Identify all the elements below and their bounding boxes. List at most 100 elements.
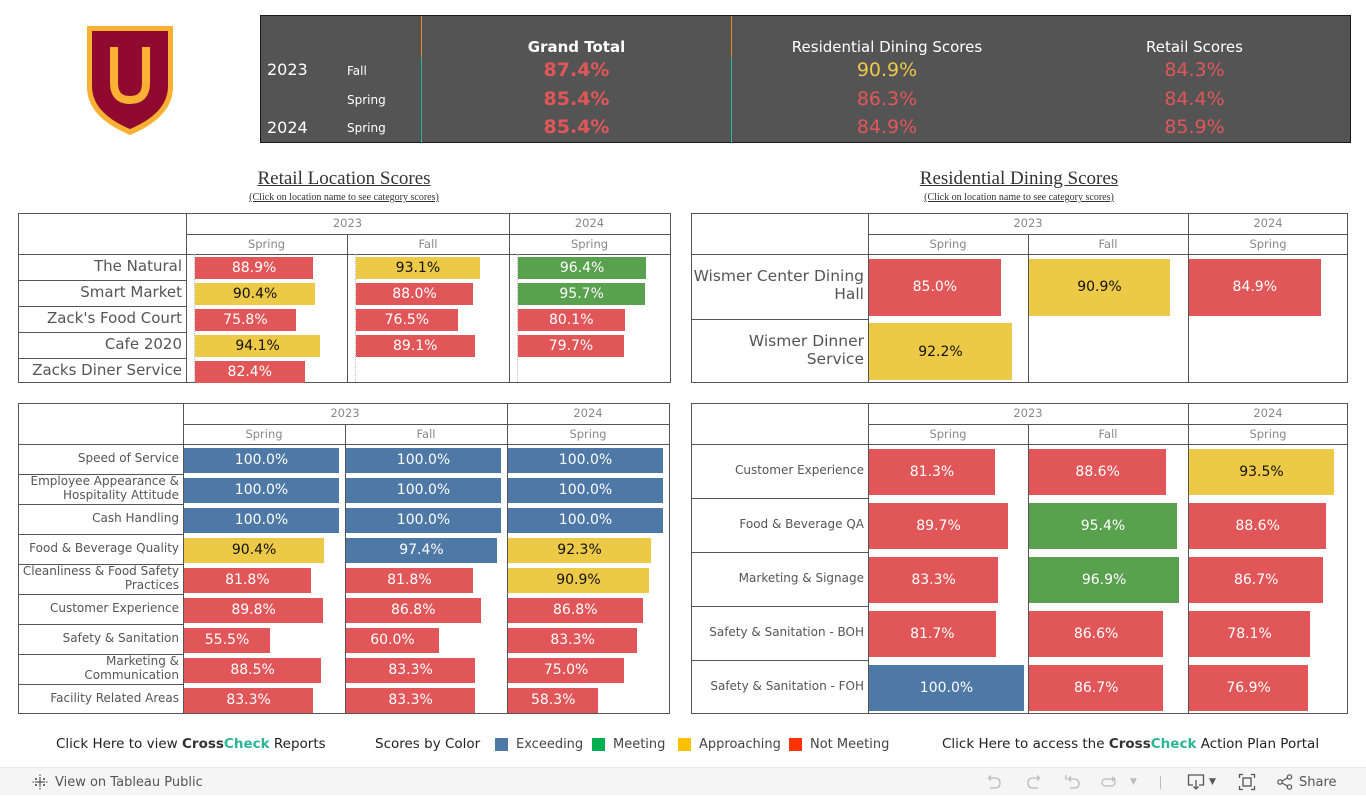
view-on-tableau-public-button[interactable]: View on Tableau Public <box>32 768 203 796</box>
redo-button[interactable] <box>1025 768 1043 796</box>
score-bar[interactable]: 81.8% <box>184 567 311 593</box>
score-bar[interactable]: 95.7% <box>518 283 646 305</box>
row-label[interactable]: Cafe 2020 <box>104 335 182 354</box>
score-bar[interactable]: 85.0% <box>869 258 1001 316</box>
score-bar[interactable]: 81.3% <box>869 449 995 495</box>
bar-value-label: 96.9% <box>1081 572 1127 588</box>
bar-value-label: 100.0% <box>558 512 613 528</box>
score-bar[interactable]: 84.9% <box>1189 258 1321 316</box>
row-label[interactable]: Zacks Diner Service <box>32 361 182 380</box>
score-bar[interactable]: 88.9% <box>195 257 314 279</box>
bar-value-label: 100.0% <box>396 512 451 528</box>
score-bar[interactable]: 83.3% <box>184 687 314 713</box>
bar-value-label: 75.8% <box>223 312 268 328</box>
year-header: 2023 <box>1013 216 1043 230</box>
score-bar[interactable]: 76.5% <box>356 309 458 331</box>
row-divider <box>692 552 868 553</box>
crosscheck-action-plan-link[interactable]: Click Here to access the CrossCheck Acti… <box>942 736 1319 752</box>
score-bar[interactable]: 58.3% <box>508 687 599 713</box>
score-bar[interactable]: 83.3% <box>346 687 476 713</box>
fullscreen-button[interactable] <box>1238 768 1256 796</box>
score-bar[interactable]: 90.9% <box>508 567 649 593</box>
score-bar[interactable]: 86.7% <box>1189 557 1324 603</box>
row-label[interactable]: Zack's Food Court <box>46 309 182 328</box>
row-divider <box>692 606 868 607</box>
legend-label: Not Meeting <box>810 737 890 752</box>
refresh-dropdown[interactable]: ▼ <box>1130 768 1137 796</box>
score-bar[interactable]: 95.4% <box>1029 503 1177 549</box>
score-bar[interactable]: 86.6% <box>1029 611 1164 657</box>
score-bar[interactable]: 78.1% <box>1189 611 1311 657</box>
score-bar[interactable]: 100.0% <box>508 447 663 473</box>
crosscheck-brand: Check <box>1150 736 1197 752</box>
row-label[interactable]: The Natural <box>94 257 182 276</box>
row-label[interactable]: Wismer Center Dining Hall <box>693 267 864 304</box>
score-bar[interactable]: 100.0% <box>184 477 339 503</box>
score-bar[interactable]: 100.0% <box>508 507 663 533</box>
score-bar[interactable]: 90.9% <box>1029 258 1170 316</box>
redo-icon <box>1027 775 1041 789</box>
score-bar[interactable]: 92.2% <box>869 323 1012 381</box>
bar-value-label: 81.8% <box>387 572 432 588</box>
score-bar[interactable]: 81.8% <box>346 567 473 593</box>
bar-value-label: 90.4% <box>231 542 277 558</box>
bar-value-label: 86.7% <box>1233 572 1279 588</box>
score-bar[interactable]: 94.1% <box>195 335 321 357</box>
score-bar[interactable]: 55.5% <box>184 627 271 653</box>
score-bar[interactable]: 88.5% <box>184 657 322 683</box>
score-bar[interactable]: 92.3% <box>508 537 652 563</box>
score-bar[interactable]: 97.4% <box>346 537 497 563</box>
bar-value-label: 100.0% <box>234 452 289 468</box>
score-bar[interactable]: 89.7% <box>869 503 1009 549</box>
refresh-button[interactable] <box>1100 768 1118 796</box>
axis-line <box>517 254 518 382</box>
score-bar[interactable]: 86.8% <box>508 597 643 623</box>
bar-value-label: 100.0% <box>234 512 289 528</box>
revert-button[interactable] <box>1064 768 1082 796</box>
share-button[interactable]: Share <box>1277 768 1337 796</box>
row-divider <box>692 318 868 320</box>
score-bar[interactable]: 83.3% <box>508 627 638 653</box>
score-bar[interactable]: 100.0% <box>346 477 501 503</box>
score-bar[interactable]: 88.6% <box>1189 503 1327 549</box>
score-bar[interactable]: 76.9% <box>1189 665 1309 711</box>
residential-scores-header: Residential Dining Scores <box>791 38 983 56</box>
score-bar[interactable]: 90.4% <box>184 537 325 563</box>
row-label[interactable]: Smart Market <box>80 283 182 302</box>
score-bar[interactable]: 83.3% <box>869 557 999 603</box>
score-bar[interactable]: 60.0% <box>346 627 439 653</box>
score-bar[interactable]: 86.7% <box>1029 665 1164 711</box>
residential-category-scores-chart: 2023 2024 Spring Fall Spring Customer Experie… <box>691 403 1348 714</box>
score-bar[interactable]: 81.7% <box>869 611 996 657</box>
score-bar[interactable]: 89.1% <box>356 335 475 357</box>
score-bar[interactable]: 79.7% <box>518 335 624 357</box>
column-divider <box>421 57 422 143</box>
summary-semester: Fall <box>347 64 367 78</box>
score-bar[interactable]: 100.0% <box>184 507 339 533</box>
score-bar[interactable]: 100.0% <box>346 447 501 473</box>
score-bar[interactable]: 100.0% <box>346 507 501 533</box>
row-divider <box>19 332 186 333</box>
score-bar[interactable]: 75.0% <box>508 657 625 683</box>
score-bar[interactable]: 96.4% <box>518 257 647 279</box>
undo-button[interactable] <box>985 768 1003 796</box>
score-bar[interactable]: 80.1% <box>518 309 625 331</box>
row-label[interactable]: Wismer Dinner Service <box>748 331 864 368</box>
score-bar[interactable]: 88.6% <box>1029 449 1167 495</box>
retail-section-title: Retail Location Scores <box>257 168 431 189</box>
score-bar[interactable]: 96.9% <box>1029 557 1180 603</box>
score-bar[interactable]: 100.0% <box>184 447 339 473</box>
score-bar[interactable]: 82.4% <box>195 361 305 383</box>
score-bar[interactable]: 100.0% <box>508 477 663 503</box>
download-button[interactable]: ▼ <box>1187 768 1216 796</box>
score-bar[interactable]: 86.8% <box>346 597 481 623</box>
score-bar[interactable]: 89.8% <box>184 597 324 623</box>
score-bar[interactable]: 83.3% <box>346 657 476 683</box>
score-bar[interactable]: 93.1% <box>356 257 480 279</box>
score-bar[interactable]: 90.4% <box>195 283 316 305</box>
score-bar[interactable]: 93.5% <box>1189 449 1334 495</box>
score-bar[interactable]: 75.8% <box>195 309 296 331</box>
score-bar[interactable]: 88.0% <box>356 283 474 305</box>
crosscheck-reports-link[interactable]: Click Here to view CrossCheck Reports <box>56 736 326 752</box>
score-bar[interactable]: 100.0% <box>869 665 1024 711</box>
